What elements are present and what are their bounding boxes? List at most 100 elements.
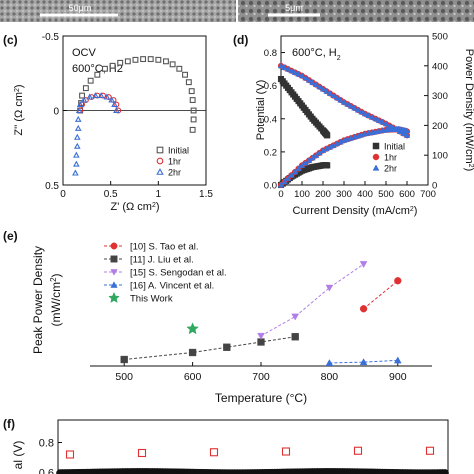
data-point (92, 92, 99, 99)
y-tick-label: 0.4 (264, 114, 277, 125)
data-point (188, 348, 197, 357)
legend-label: [10] S. Tao et al. (130, 242, 198, 253)
y-axis-left-label: Potential (V) (255, 80, 267, 141)
legend-label: [15] S. Sengodan et al. (130, 268, 227, 279)
curve-point (302, 74, 309, 81)
series-line (124, 336, 296, 360)
data-point (75, 106, 83, 113)
curve-point (403, 127, 411, 134)
legend-label: 2hr (384, 164, 397, 174)
plot-frame (280, 35, 429, 186)
curve-point (403, 132, 411, 138)
data-point (147, 56, 154, 63)
x-tick-label: 800 (321, 371, 339, 383)
y-tick-right-label: 400 (432, 61, 448, 72)
chart-d: 600°C, H2 Current Density (mA/cm2) Poten… (255, 32, 474, 218)
curve-point (277, 62, 285, 69)
series-line (363, 280, 399, 310)
x-tick-label: 300 (336, 189, 352, 200)
legend-marker (372, 142, 380, 150)
curve-point (284, 175, 292, 181)
data-point (189, 97, 196, 104)
data-point (169, 61, 176, 68)
data-point (441, 469, 449, 474)
data-point (353, 446, 363, 455)
x-tick-label: 900 (389, 371, 407, 383)
data-point (425, 446, 435, 455)
y-tick-right-label: 500 (432, 32, 448, 43)
data-point (79, 92, 86, 99)
y-tick-label: 0.6 (264, 81, 277, 92)
annotation-line: 600°C, H2 (292, 47, 341, 62)
data-point (163, 58, 169, 65)
x-tick-label: 500 (115, 371, 133, 383)
data-point (185, 79, 192, 86)
data-point (291, 313, 300, 321)
legend-marker (372, 153, 380, 161)
data-point (359, 261, 368, 269)
annotation-line: OCV (72, 47, 97, 59)
data-point (124, 58, 131, 65)
x-axis-label: Z' (Ω cm2) (110, 201, 159, 213)
curve-point (295, 165, 302, 172)
curve-point (323, 87, 330, 94)
curve-point (316, 83, 323, 90)
y-tick-right-label: 0 (432, 181, 437, 192)
y-tick-label: 0.5 (45, 181, 59, 192)
legend-label: 2hr (168, 168, 181, 178)
x-tick-label: 600 (184, 371, 202, 383)
curve-point (291, 69, 299, 75)
curve-point (281, 178, 288, 185)
data-point (291, 333, 299, 341)
legend-label: Initial (168, 146, 189, 156)
curve-point (358, 108, 365, 115)
x-tick-label: 700 (252, 371, 270, 383)
data-point (97, 92, 105, 99)
legend-label: This Work (130, 294, 173, 305)
curve-point (295, 70, 302, 77)
curve-point (379, 118, 386, 125)
curve-point (368, 113, 376, 120)
curve-point (340, 98, 348, 105)
data-point (74, 115, 82, 122)
curve-point (375, 117, 383, 123)
curve-point (333, 94, 341, 101)
data-point (73, 160, 80, 167)
data-point (188, 88, 195, 95)
curve-point (319, 85, 327, 92)
data-point (74, 124, 82, 131)
data-point (73, 151, 80, 158)
legend-marker (108, 291, 120, 303)
scale-bar-label: 5μm (285, 3, 303, 13)
data-point (176, 65, 183, 72)
x-axis-label: Current Density (mA/cm2) (293, 205, 418, 217)
data-point (257, 332, 265, 340)
data-point (325, 359, 334, 366)
legend-marker (372, 164, 380, 171)
panel-label-e: (e) (3, 229, 18, 243)
chart-f: al (V) 0.8 0.6 (11, 419, 449, 474)
legend-marker (110, 281, 118, 288)
y-tick-label: 0.6 (39, 468, 54, 474)
legend-label: [11] J. Liu et al. (130, 255, 194, 266)
curve-point (309, 79, 316, 85)
x-tick-label: 0 (278, 189, 283, 200)
data-point (393, 356, 402, 364)
micrograph-strip-right: 5μm (238, 0, 474, 22)
plot-frame (57, 419, 449, 474)
data-point (76, 101, 84, 108)
micrograph-strip-left: 50μm (0, 0, 236, 22)
legend-marker (110, 255, 118, 263)
data-point (325, 284, 334, 292)
legend-marker (156, 146, 164, 154)
y-tick-label: -0.5 (42, 32, 60, 43)
y-tick-label: 0.8 (264, 48, 277, 59)
data-point (281, 447, 291, 456)
y-axis-right-label: Power Density (mW/cm2) (463, 49, 474, 171)
curve-point (351, 104, 358, 111)
y-axis-label: Z'' (Ω cm2) (13, 84, 25, 135)
data-point (113, 106, 120, 113)
data-point (73, 142, 81, 149)
curve-point (330, 92, 337, 99)
